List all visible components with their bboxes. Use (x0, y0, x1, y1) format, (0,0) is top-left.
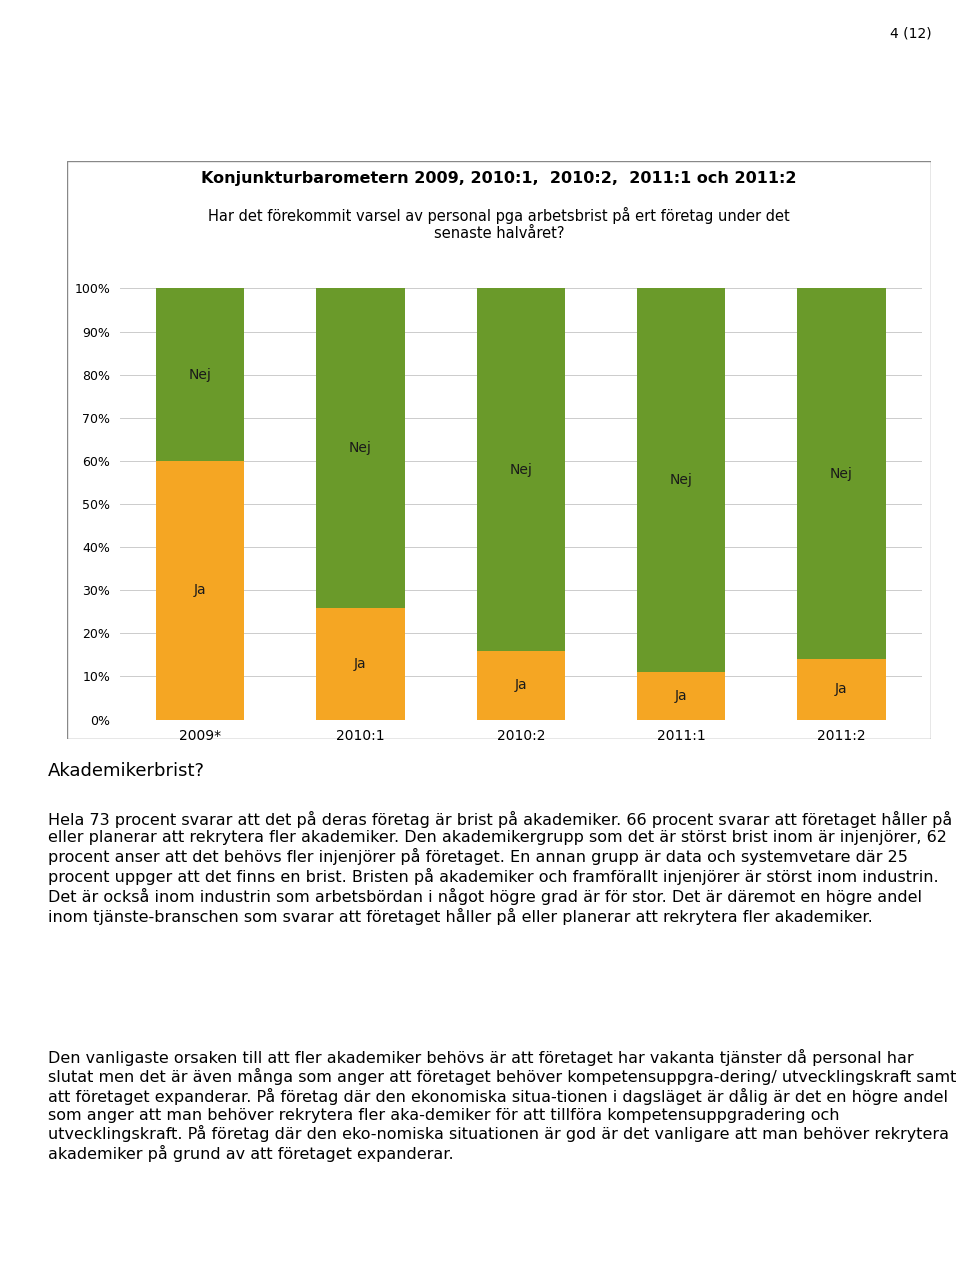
Bar (637, 289, 725, 672)
Bar (317, 608, 404, 720)
Text: Akademikerbrist?: Akademikerbrist? (48, 762, 205, 780)
Text: Hela 73 procent svarar att det på deras företag är brist på akademiker. 66 proce: Hela 73 procent svarar att det på deras … (48, 811, 952, 924)
Text: Nej: Nej (830, 466, 852, 481)
Bar (798, 289, 885, 659)
Text: Nej: Nej (189, 368, 211, 382)
Text: Ja: Ja (194, 583, 206, 598)
Bar (156, 289, 244, 461)
Bar (156, 461, 244, 720)
Text: Ja: Ja (835, 682, 848, 696)
Text: Konjunkturbarometern 2009, 2010:1,  2010:2,  2011:1 och 2011:2: Konjunkturbarometern 2009, 2010:1, 2010:… (202, 171, 797, 186)
Text: Ja: Ja (515, 678, 527, 693)
Text: Nej: Nej (349, 441, 372, 455)
Bar (317, 289, 404, 608)
Text: Ja: Ja (675, 689, 687, 703)
Text: Ja: Ja (354, 657, 367, 671)
Text: Nej: Nej (510, 463, 532, 477)
Text: Nej: Nej (670, 473, 692, 487)
Bar (477, 650, 564, 720)
Bar (637, 672, 725, 720)
Bar (798, 659, 885, 720)
Text: Har det förekommit varsel av personal pga arbetsbrist på ert företag under det
s: Har det förekommit varsel av personal pg… (208, 207, 790, 242)
Text: 4 (12): 4 (12) (890, 27, 931, 41)
Text: Den vanligaste orsaken till att fler akademiker behövs är att företaget har vaka: Den vanligaste orsaken till att fler aka… (48, 1049, 956, 1162)
Bar (477, 289, 564, 650)
